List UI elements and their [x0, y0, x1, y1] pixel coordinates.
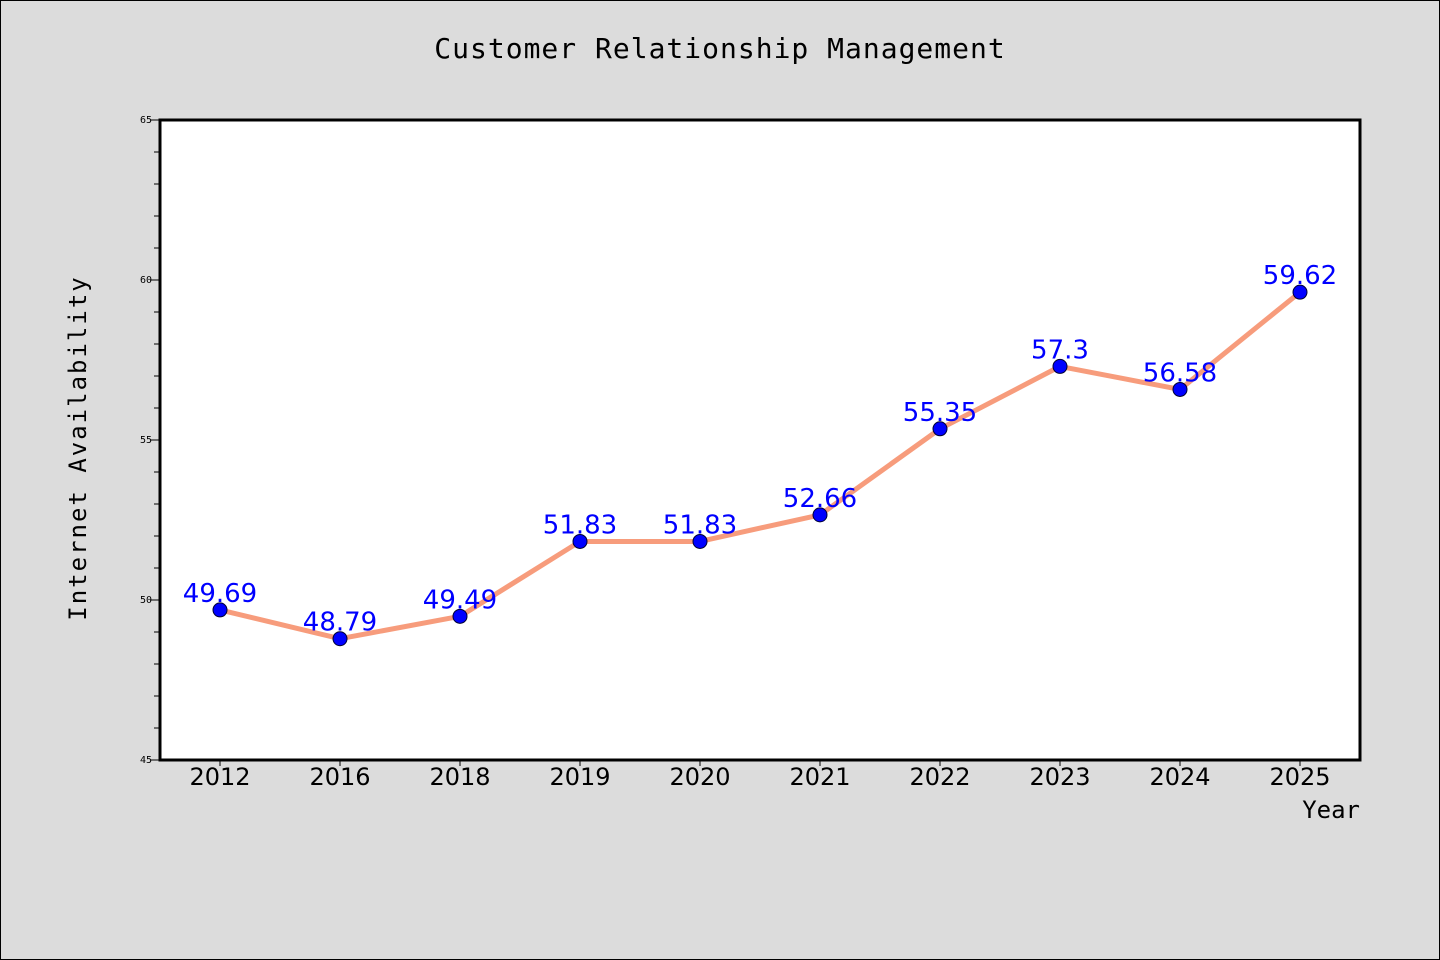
- y-tick-label: 45: [140, 755, 152, 766]
- data-point: [692, 533, 708, 549]
- x-tick-label: 2025: [1269, 763, 1330, 791]
- data-label: 48.79: [303, 608, 377, 638]
- data-label: 51.83: [543, 510, 617, 540]
- data-labels: 49.69 48.79 49.49 51.83 51.83 52.66 55.35 57.3 5…: [183, 261, 1337, 638]
- x-tick-label: 2019: [549, 763, 610, 791]
- data-label: 55.35: [903, 398, 977, 428]
- plot-area: [160, 120, 1360, 760]
- x-tick-label: 2012: [189, 763, 250, 791]
- x-axis: 2012 2016 2018 2019 2020 2021 2022 2023 2024 2025: [189, 760, 1331, 791]
- y-tick-label: 55: [140, 435, 152, 446]
- y-axis: 45 50 55 60 65: [140, 115, 160, 766]
- data-markers: [212, 284, 1308, 647]
- data-point: [1052, 358, 1068, 374]
- x-tick-label: 2022: [909, 763, 970, 791]
- x-tick-label: 2024: [1149, 763, 1210, 791]
- data-label: 49.49: [423, 585, 497, 615]
- x-tick-label: 2020: [669, 763, 730, 791]
- data-point: [1292, 284, 1308, 300]
- data-point: [572, 533, 588, 549]
- series-line: [217, 289, 1303, 642]
- x-tick-label: 2016: [309, 763, 370, 791]
- data-point: [932, 421, 948, 437]
- plot-border: [158, 118, 1362, 762]
- y-tick-label: 65: [140, 115, 152, 126]
- data-point: [332, 631, 348, 647]
- x-tick-label: 2023: [1029, 763, 1090, 791]
- data-label: 51.83: [663, 510, 737, 540]
- data-label: 49.69: [183, 579, 257, 609]
- chart-title: Customer Relationship Management: [434, 32, 1006, 65]
- data-point: [452, 608, 468, 624]
- data-point: [212, 602, 228, 618]
- data-point: [1172, 381, 1188, 397]
- data-point: [812, 507, 828, 523]
- y-tick-label: 60: [140, 275, 152, 286]
- data-label: 57.3: [1031, 335, 1089, 365]
- x-tick-label: 2018: [429, 763, 490, 791]
- x-tick-label: 2021: [789, 763, 850, 791]
- data-label: 52.66: [783, 484, 857, 514]
- x-axis-label: Year: [1302, 796, 1360, 824]
- data-label: 59.62: [1263, 261, 1337, 291]
- y-tick-label: 50: [140, 595, 152, 606]
- data-label: 56.58: [1143, 358, 1217, 388]
